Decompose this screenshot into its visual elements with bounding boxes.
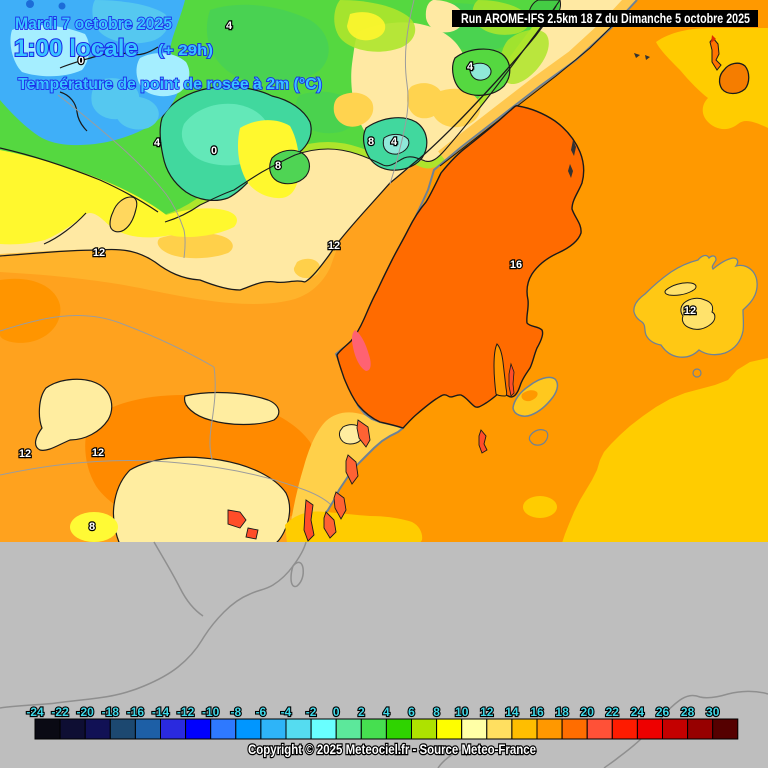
svg-text:30: 30 [706,705,720,719]
svg-text:-22: -22 [51,705,69,719]
svg-text:8: 8 [368,136,374,148]
svg-text:-10: -10 [202,705,220,719]
svg-text:-14: -14 [152,705,170,719]
svg-text:8: 8 [433,705,440,719]
svg-text:12: 12 [19,448,31,460]
svg-text:-16: -16 [127,705,145,719]
svg-text:6: 6 [408,705,415,719]
svg-text:-20: -20 [77,705,95,719]
svg-text:20: 20 [581,705,595,719]
svg-text:22: 22 [606,705,620,719]
svg-text:-24: -24 [26,705,44,719]
svg-text:4: 4 [226,20,233,32]
svg-text:-18: -18 [102,705,120,719]
svg-text:16: 16 [530,705,544,719]
svg-text:1:00 locale: 1:00 locale [14,35,138,62]
svg-text:Run AROME-IFS 2.5km 18 Z du Di: Run AROME-IFS 2.5km 18 Z du Dimanche 5 o… [461,10,750,26]
svg-text:12: 12 [684,305,696,317]
svg-text:8: 8 [275,160,281,172]
svg-text:Copyright © 2025 Meteociel.fr: Copyright © 2025 Meteociel.fr - Source M… [248,741,536,757]
svg-text:24: 24 [631,705,645,719]
svg-text:2: 2 [358,705,365,719]
svg-text:8: 8 [89,521,95,533]
svg-text:12: 12 [93,247,105,259]
svg-text:12: 12 [480,705,494,719]
svg-text:4: 4 [391,136,398,148]
svg-text:0: 0 [78,55,84,67]
svg-text:0: 0 [211,145,217,157]
svg-text:14: 14 [505,705,519,719]
svg-text:4: 4 [383,705,390,719]
svg-text:-6: -6 [256,705,267,719]
svg-text:0: 0 [333,705,340,719]
svg-text:-8: -8 [230,705,241,719]
svg-text:Température de point de rosée: Température de point de rosée à 2m (°C) [18,76,322,93]
svg-text:4: 4 [154,137,161,149]
svg-text:28: 28 [681,705,695,719]
svg-text:4: 4 [467,61,474,73]
svg-text:-2: -2 [306,705,317,719]
svg-text:18: 18 [555,705,569,719]
svg-text:10: 10 [455,705,469,719]
svg-text:26: 26 [656,705,670,719]
svg-text:12: 12 [328,240,340,252]
svg-text:-12: -12 [177,705,195,719]
svg-text:16: 16 [510,259,522,271]
svg-text:-4: -4 [281,705,292,719]
svg-text:Mardi 7 octobre 2025: Mardi 7 octobre 2025 [15,14,172,33]
svg-text:(+ 29h): (+ 29h) [158,42,213,59]
svg-text:12: 12 [92,447,104,459]
